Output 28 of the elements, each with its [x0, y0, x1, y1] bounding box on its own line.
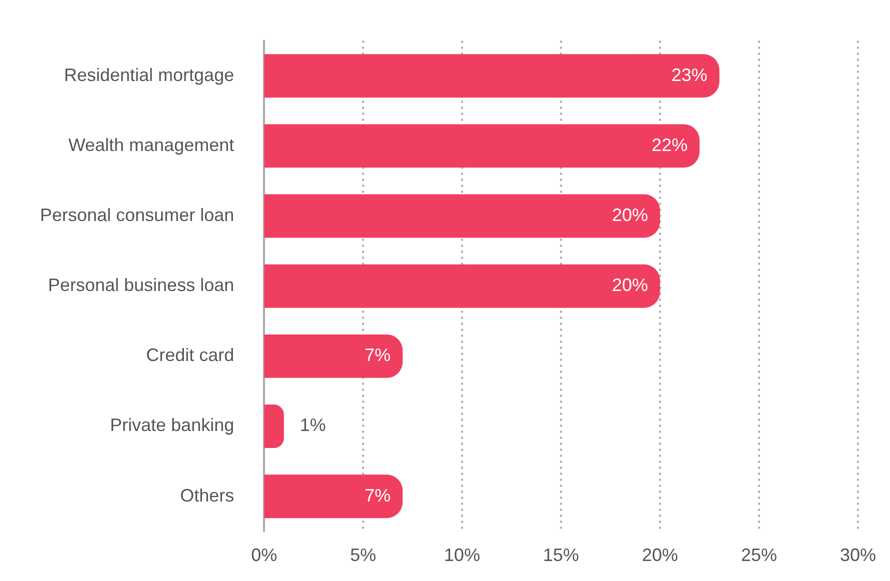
- x-tick-label: 25%: [740, 545, 778, 566]
- y-tick-label: Personal consumer loan: [40, 204, 234, 225]
- y-tick-label: Wealth management: [68, 134, 234, 155]
- data-label: 7%: [364, 345, 391, 366]
- x-tick-label: 0%: [251, 545, 278, 566]
- data-label: 1%: [300, 415, 326, 436]
- y-tick-label: Private banking: [110, 415, 234, 436]
- x-tick-label: 5%: [350, 545, 376, 566]
- y-tick-label: Credit card: [146, 345, 234, 366]
- bar: [264, 54, 720, 98]
- y-tick-label: Residential mortgage: [64, 64, 234, 85]
- bar: [264, 474, 403, 518]
- x-tick-label: 10%: [444, 545, 480, 566]
- data-label: 20%: [612, 204, 648, 225]
- x-tick-label: 20%: [642, 545, 678, 566]
- y-tick-label: Others: [180, 485, 234, 506]
- bar: [264, 264, 660, 308]
- bar: [264, 404, 284, 448]
- data-label: 22%: [652, 134, 688, 155]
- x-tick-label: 15%: [543, 545, 580, 566]
- bar: [264, 334, 403, 378]
- data-label: 7%: [364, 485, 391, 506]
- y-tick-label: Personal business loan: [48, 275, 234, 296]
- data-label: 23%: [671, 64, 708, 85]
- data-label: 20%: [612, 275, 648, 296]
- bar: [264, 194, 660, 238]
- x-tick-label: 30%: [840, 545, 876, 566]
- bar: [264, 124, 700, 168]
